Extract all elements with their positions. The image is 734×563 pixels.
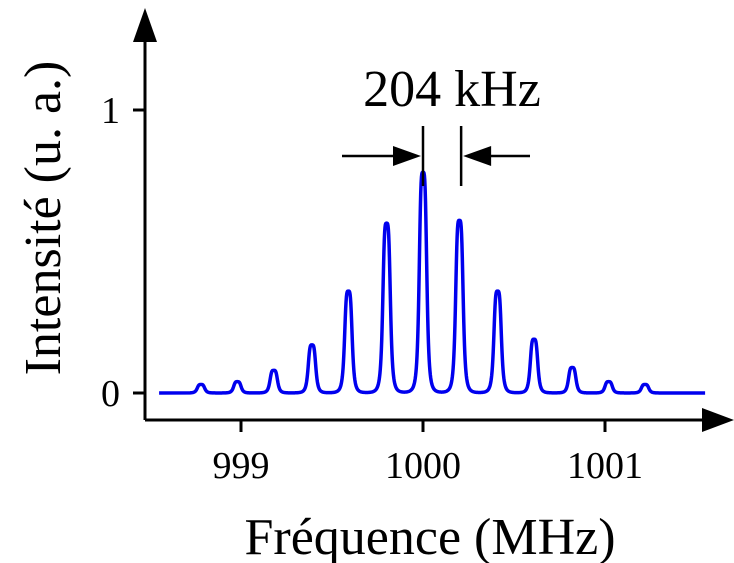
y-tick-label: 1 [101,90,120,132]
x-tick-label: 1000 [385,445,461,487]
axes [133,8,734,432]
x-axis-arrow [702,408,734,432]
y-tick-label: 0 [101,373,120,415]
x-axis-title: Fréquence (MHz) [244,509,615,563]
x-ticks: 999 1000 1001 [213,420,643,487]
x-tick-label: 999 [213,445,270,487]
spacing-annotation: 204 kHz [342,61,541,186]
y-axis-title: Intensité (u. a.) [15,61,72,376]
spectrum-line [159,170,707,395]
x-tick-label: 1001 [567,445,643,487]
spacing-label: 204 kHz [363,61,541,118]
y-axis-arrow [133,8,157,42]
y-ticks: 01 [101,90,145,415]
arrow-right-head [393,146,421,166]
arrow-left-head [463,146,492,166]
